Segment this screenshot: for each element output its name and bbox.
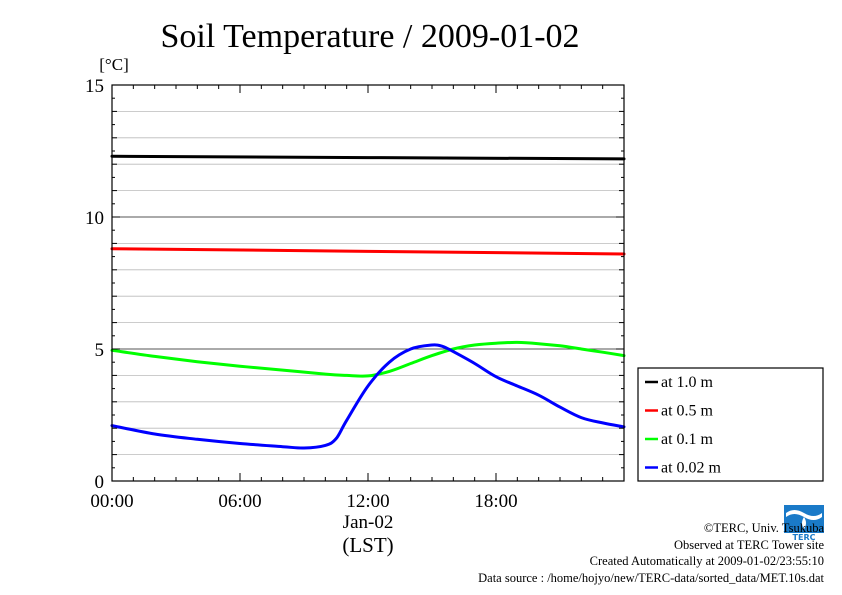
legend: at 1.0 m at 0.5 m at 0.1 m at 0.02 m: [637, 367, 824, 482]
x-axis-date: Jan-02: [343, 512, 394, 533]
series-line-at-0-5-m: [110, 247, 626, 256]
legend-label-at-0-02-m: at 0.02 m: [661, 460, 722, 477]
series-line-at-0-1-m: [110, 340, 626, 378]
legend-label-at-1-0-m: at 1.0 m: [661, 374, 714, 391]
y-axis: 0 5 10 15: [85, 76, 624, 493]
data-source: Data source : /home/hojyo/new/TERC-data/…: [478, 570, 824, 585]
created-timestamp: Created Automatically at 2009-01-02/23:5…: [589, 554, 824, 568]
series-line-at-0-02-m: [110, 343, 626, 450]
series-line-at-1-0-m: [110, 154, 626, 161]
y-tick-label: 15: [85, 76, 104, 97]
x-tick-label: 00:00: [90, 491, 133, 512]
plot-frame: [111, 84, 625, 482]
y-axis-label: [°C]: [99, 55, 128, 74]
y-tick-label: 5: [95, 340, 105, 361]
legend-label-at-0-1-m: at 0.1 m: [661, 431, 714, 448]
x-tick-label: 18:00: [474, 491, 517, 512]
logo-text: TERC: [793, 533, 816, 541]
series-lines: [110, 154, 626, 450]
x-axis: 00:00 06:00 12:00 18:00: [90, 85, 625, 512]
copyright-text: ©TERC, Univ. Tsukuba: [703, 521, 824, 535]
y-tick-label: 10: [85, 208, 104, 229]
terc-logo-mark: TERC: [782, 503, 826, 542]
terc-logo: TERC: [782, 503, 826, 542]
gridlines: [112, 111, 624, 456]
legend-box: [637, 367, 824, 482]
x-tick-label: 12:00: [346, 491, 389, 512]
y-tick-label: 0: [95, 472, 105, 493]
legend-label-at-0-5-m: at 0.5 m: [661, 403, 714, 420]
x-tick-label: 06:00: [218, 491, 261, 512]
chart-title: Soil Temperature / 2009-01-02: [160, 18, 579, 55]
footer-credits: ©TERC, Univ. Tsukuba Observed at TERC To…: [478, 520, 824, 586]
observation-site: Observed at TERC Tower site: [673, 537, 824, 552]
x-axis-unit: (LST): [342, 533, 393, 557]
